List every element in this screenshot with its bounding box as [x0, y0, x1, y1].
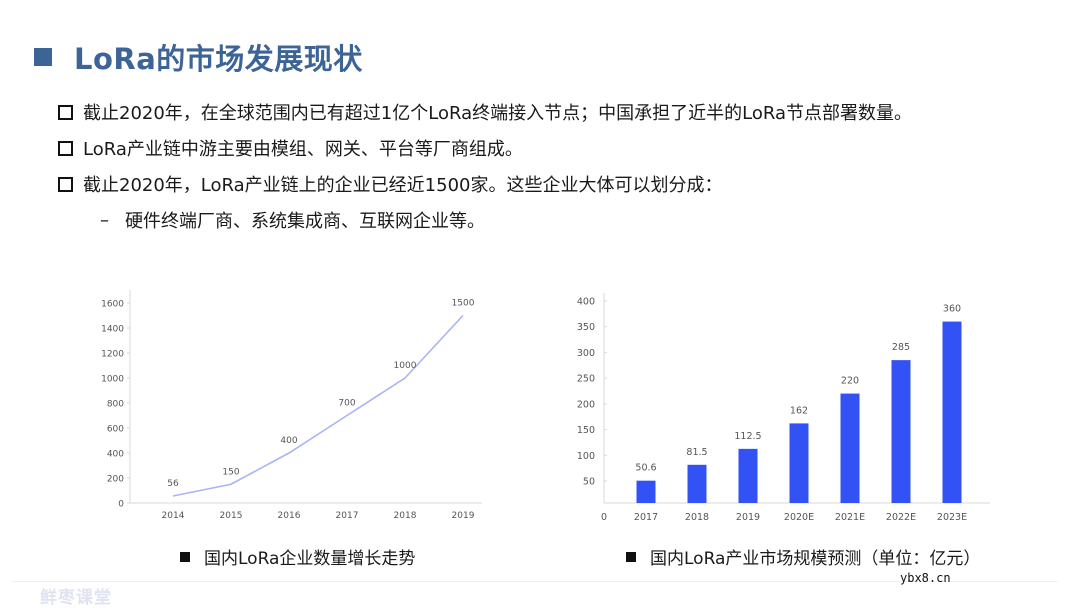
- x-tick-label: 2022E: [886, 512, 916, 523]
- y-tick-label: 0: [118, 500, 124, 510]
- market-size-bar-chart: 50 100 150 200 250 300 350 400 0 50.6 2017 81.5 2018…: [577, 293, 990, 523]
- y-tick-label: 150: [577, 425, 595, 436]
- y-tick-label: 1400: [101, 325, 124, 335]
- y-tick-label: 1000: [101, 375, 124, 385]
- bar: [840, 393, 860, 503]
- x-tick-label: 2018: [394, 511, 417, 521]
- bullet-list: 截止2020年，在全球范围内已有超过1亿个LoRa终端接入节点；中国承担了近半的…: [58, 94, 912, 238]
- y-tick-label: 250: [577, 374, 595, 385]
- bar: [687, 464, 707, 503]
- hollow-square-bullet-icon: [58, 140, 73, 156]
- hollow-square-bullet-icon: [58, 104, 73, 120]
- data-line: [172, 314, 464, 497]
- x-origin-label: 0: [601, 512, 607, 523]
- bar: [789, 423, 809, 503]
- line-chart-caption-text: 国内LoRa企业数量增长走势: [204, 549, 416, 569]
- y-tick-label: 400: [577, 297, 595, 308]
- bullet-text: LoRa产业链中游主要由模组、网关、平台等厂商组成。: [83, 139, 523, 160]
- data-label: 220: [841, 376, 859, 387]
- x-tick-label: 2019: [736, 512, 760, 523]
- bullet-text: 截止2020年，LoRa产业链上的企业已经近1500家。这些企业大体可以划分成：: [83, 175, 723, 196]
- brand-watermark: 鲜枣课堂: [40, 588, 112, 608]
- bar-chart-caption-text: 国内LoRa产业市场规模预测（单位：亿元）: [650, 549, 981, 569]
- data-label: 162: [790, 405, 808, 416]
- title-square-icon: [34, 48, 52, 66]
- x-tick-label: 2017: [336, 511, 359, 521]
- bullet-item: 截止2020年，LoRa产业链上的企业已经近1500家。这些企业大体可以划分成：: [58, 166, 912, 202]
- sub-bullet-text: 硬件终端厂商、系统集成商、互联网企业等。: [125, 211, 485, 232]
- x-tick-label: 2014: [162, 511, 185, 521]
- line-chart-caption: 国内LoRa企业数量增长走势: [180, 544, 415, 569]
- data-label: 50.6: [635, 463, 656, 474]
- dash-bullet-icon: –: [100, 209, 109, 231]
- x-tick-label: 2018: [685, 512, 709, 523]
- x-tick-label: 2020E: [784, 512, 814, 523]
- y-tick-label: 350: [577, 322, 595, 333]
- enterprise-count-line-chart: 0 200 400 600 800 1000 1200 1400 1600 2014 56 2015 1…: [101, 290, 482, 521]
- bullet-item: LoRa产业链中游主要由模组、网关、平台等厂商组成。: [58, 130, 912, 166]
- x-tick-label: 2016: [278, 511, 301, 521]
- bar: [891, 360, 911, 503]
- filled-square-bullet-icon: [626, 551, 636, 562]
- data-label: 1500: [452, 299, 475, 309]
- y-tick-label: 100: [577, 451, 595, 462]
- y-tick-label: 800: [107, 400, 124, 410]
- y-tick-label: 1600: [101, 300, 124, 310]
- data-label: 81.5: [686, 447, 707, 458]
- data-label: 360: [943, 304, 961, 315]
- data-label: 1000: [394, 361, 417, 371]
- x-tick-label: 2023E: [937, 512, 967, 523]
- data-label: 700: [338, 399, 355, 409]
- y-tick-label: 200: [577, 399, 595, 410]
- y-tick-label: 400: [107, 450, 124, 460]
- y-tick-label: 600: [107, 425, 124, 435]
- y-tick-label: 200: [107, 475, 124, 485]
- x-tick-label: 2021E: [835, 512, 865, 523]
- data-label: 285: [892, 342, 910, 353]
- bullet-item: 截止2020年，在全球范围内已有超过1亿个LoRa终端接入节点；中国承担了近半的…: [58, 94, 912, 130]
- bullet-text: 截止2020年，在全球范围内已有超过1亿个LoRa终端接入节点；中国承担了近半的…: [83, 103, 912, 124]
- x-tick-label: 2015: [220, 511, 243, 521]
- bar: [636, 480, 656, 503]
- x-tick-label: 2017: [634, 512, 658, 523]
- slide-title-row: LoRa的市场发展现状: [34, 36, 363, 78]
- site-watermark: ybx8.cn: [900, 571, 951, 585]
- y-tick-label: 1200: [101, 350, 124, 360]
- y-tick-label: 300: [577, 348, 595, 359]
- slide-title: LoRa的市场发展现状: [74, 42, 363, 76]
- sub-bullet-item: – 硬件终端厂商、系统集成商、互联网企业等。: [58, 202, 912, 238]
- bar-chart-caption: 国内LoRa产业市场规模预测（单位：亿元）: [626, 544, 980, 569]
- data-label: 150: [222, 467, 239, 477]
- data-label: 400: [280, 436, 297, 446]
- footer-divider: [12, 581, 1058, 582]
- y-tick-label: 50: [583, 477, 595, 488]
- filled-square-bullet-icon: [180, 551, 190, 562]
- hollow-square-bullet-icon: [58, 176, 73, 192]
- bar: [738, 448, 758, 503]
- x-tick-label: 2019: [452, 511, 475, 521]
- data-label: 56: [167, 479, 179, 489]
- bar: [942, 321, 962, 503]
- data-label: 112.5: [734, 431, 761, 442]
